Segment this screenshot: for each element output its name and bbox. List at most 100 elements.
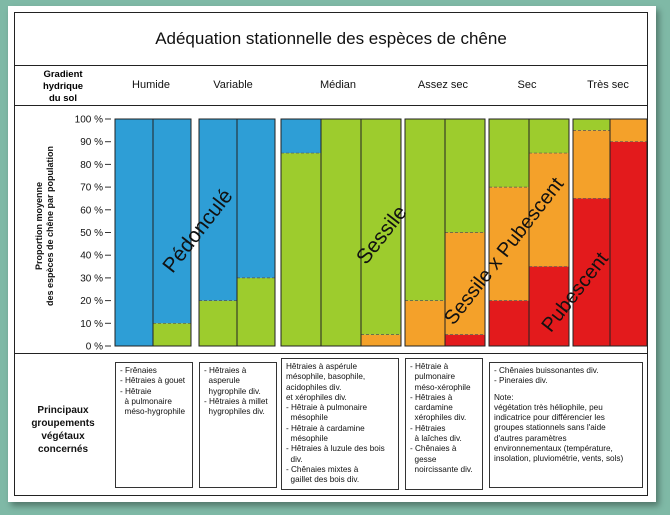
bar-segment [237, 277, 275, 346]
bar-segment [529, 119, 569, 154]
bar-segment [361, 119, 401, 335]
group-item: et xérophiles div. [286, 392, 347, 402]
bar-outline [609, 118, 647, 347]
bar-segment [573, 198, 610, 346]
group-note-line: Note: [494, 392, 514, 402]
group-list: - Hêtraie à pulmonaire méso-xérophile - H… [410, 362, 478, 475]
group-note: Note: végétation très héliophile, peu indi… [494, 393, 638, 465]
group-item: - Hêtraies [410, 423, 446, 433]
groups-label-line: végétaux [41, 431, 85, 442]
category-label-median: Médian [319, 79, 357, 91]
category-label-humide: Humide [132, 79, 170, 91]
bar-segment [199, 300, 237, 346]
group-item: - Chênaies à [410, 444, 457, 454]
group-item: - Hêtraies à millet [204, 396, 268, 406]
gradient-label: Gradient hydrique du sol [15, 69, 111, 105]
category-label-variable: Variable [213, 79, 253, 91]
bar-segment [573, 130, 610, 199]
group-list: - Chênaies buissonantes div. - Pineraies … [494, 366, 638, 387]
group-item: à pulmonaire [120, 396, 172, 406]
bar-segment [489, 187, 529, 301]
y-tick-label: 50 % [80, 228, 103, 239]
bar-segment [610, 119, 647, 142]
bar-segment [405, 300, 445, 346]
category-label-sec: Sec [517, 79, 537, 91]
group-item: mésophile, basophile, [286, 372, 366, 382]
bar-outline [152, 118, 192, 347]
group-item: hygrophiles div. [204, 407, 265, 417]
group-item: hygrophile div. [204, 386, 261, 396]
bar-segment [405, 119, 445, 301]
group-item: - Chênaies buissonantes div. [494, 366, 599, 375]
group-item: mésophile [286, 413, 328, 423]
bar-segment [153, 119, 191, 324]
gradient-label-line: du sol [49, 93, 77, 104]
group-list: - Frênaies - Hêtraies à gouet - Hêtraie à … [120, 366, 188, 417]
group-item: - Hêtraies à gouet [120, 376, 186, 386]
bar-segment [573, 119, 610, 131]
category-label-assez-sec: Assez sec [417, 79, 469, 91]
group-box-assez-sec: - Hêtraie à pulmonaire méso-xérophile - H… [405, 358, 483, 490]
bar-segment [321, 119, 361, 346]
group-item: cardamine [410, 403, 453, 413]
y-tick-label: 80 % [80, 160, 103, 171]
group-box-humide: - Frênaies - Hêtraies à gouet - Hêtraie à … [115, 362, 193, 488]
group-item: gesse [410, 454, 437, 464]
bar-segment [445, 119, 485, 233]
bar-segment [115, 119, 153, 346]
y-tick-label: 10 % [80, 319, 103, 330]
chart-plot: 0 % 10 % 20 % 30 % 40 % 50 % 60 % 70 % 80 % 90 % 1… [75, 115, 647, 353]
bar-segment [529, 266, 569, 346]
group-item: pulmonaire [410, 372, 456, 382]
group-item: - Hêtraies à [204, 366, 247, 375]
group-box-sec: - Chênaies buissonantes div. - Pineraies … [489, 362, 643, 488]
y-tick-label: 90 % [80, 137, 103, 148]
group-item: - Frênaies [120, 366, 157, 375]
bar-outline [528, 118, 570, 347]
group-item: gaillet des bois div. [286, 475, 360, 485]
group-item: Hêtraies à aspérule [286, 362, 357, 371]
chart-frame: Adéquation stationnelle des espèces de c… [14, 12, 648, 496]
group-item: - Hêtraie à [410, 362, 449, 371]
y-tick-label: 40 % [80, 251, 103, 262]
bar-segment [610, 141, 647, 346]
bar-segment [445, 232, 485, 335]
y-tick-label: 70 % [80, 183, 103, 194]
bar-segment [153, 323, 191, 346]
bar-segment [237, 119, 275, 278]
y-tick-label: 0 % [86, 342, 103, 353]
category-label-tres-sec: Très sec [587, 79, 629, 91]
chart-title: Adéquation stationnelle des espèces de c… [15, 13, 647, 66]
groups-label-line: groupements [31, 418, 95, 429]
bar-segment [489, 119, 529, 188]
group-item: mésophile [286, 434, 328, 444]
group-item: acidophiles div. [286, 382, 342, 392]
gradient-label-line: hydrique [42, 81, 84, 92]
y-tick-label: 100 % [75, 115, 103, 126]
group-item: à laîches div. [410, 434, 462, 444]
group-item: div. [286, 454, 303, 464]
group-item: - Chênaies mixtes à [286, 464, 359, 474]
groups-label-line: Principaux [37, 405, 89, 416]
group-note-line: insolation, pluviométrie, vents, sols) [494, 454, 624, 464]
group-item: - Pineraies div. [494, 376, 548, 386]
y-tick-label: 30 % [80, 273, 103, 284]
group-note-line: végétation très héliophile, peu [494, 402, 603, 412]
group-item: - Hêtraies à luzule des bois [286, 444, 385, 454]
group-note-line: d'autres paramètres [494, 433, 567, 443]
group-item: - Hêtraies à [410, 392, 453, 402]
bar-outline [236, 118, 276, 347]
bar-segment [199, 119, 237, 301]
group-note-line: indicatrice pour différencier les [494, 413, 605, 423]
group-item: - Hêtraie à cardamine [286, 423, 365, 433]
groups-label-line: concernés [37, 444, 89, 455]
bar-segment [281, 119, 321, 154]
group-item: noircissante div. [410, 464, 473, 474]
vegetation-groups-row: Principaux groupements végétaux concerné… [15, 353, 647, 496]
group-item: xérophiles div. [410, 413, 467, 423]
group-item: méso-xérophile [410, 382, 471, 392]
header-row: Gradient hydrique du sol Humide Variable… [15, 65, 647, 106]
bar-segment [489, 300, 529, 346]
group-item: - Hêtraie [120, 386, 152, 396]
bar-segment [361, 334, 401, 346]
